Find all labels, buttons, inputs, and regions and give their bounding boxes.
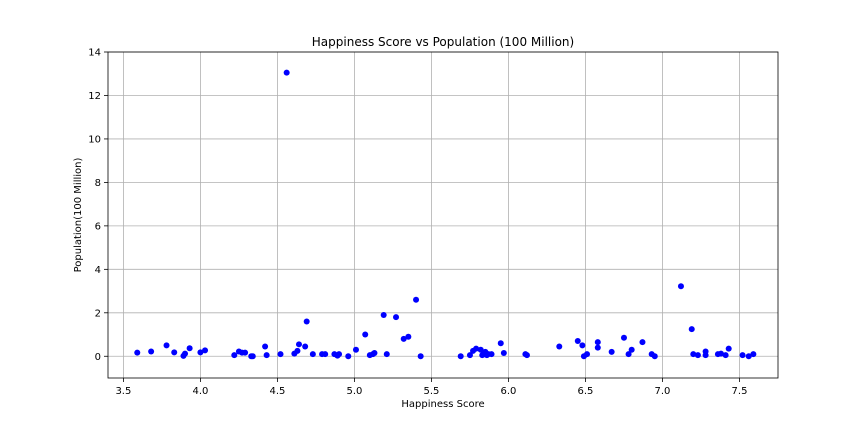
data-point: [639, 339, 646, 346]
data-point: [262, 343, 269, 350]
data-point: [625, 351, 632, 358]
y-tick-label: 10: [88, 134, 101, 145]
y-tick-label: 8: [95, 178, 101, 189]
data-point: [584, 351, 591, 358]
data-point: [488, 351, 495, 358]
data-point: [413, 296, 420, 303]
data-point: [295, 341, 302, 348]
data-point: [400, 335, 407, 342]
y-tick-label: 12: [88, 91, 101, 102]
data-point: [345, 353, 352, 360]
data-point: [380, 311, 387, 318]
data-point: [651, 353, 658, 360]
y-tick-label: 6: [95, 221, 101, 232]
data-point: [688, 326, 695, 333]
data-point: [722, 352, 729, 359]
data-point: [457, 353, 464, 360]
data-point: [197, 349, 204, 356]
data-point: [277, 351, 284, 358]
data-point: [556, 343, 563, 350]
data-point: [242, 349, 249, 356]
y-tick-label: 0: [95, 352, 101, 363]
data-point: [202, 347, 209, 354]
y-axis-ticks: 0 2 4 6 8 10 12 14: [88, 48, 108, 363]
data-point: [148, 348, 155, 355]
data-point: [677, 283, 684, 290]
data-point: [739, 352, 746, 359]
data-point: [302, 343, 309, 350]
data-point: [309, 351, 316, 358]
y-tick-label: 4: [95, 265, 101, 276]
data-point: [694, 352, 701, 359]
data-point: [473, 345, 480, 352]
data-point: [134, 349, 141, 356]
x-tick-label: 6.0: [501, 386, 517, 397]
data-point: [628, 346, 635, 353]
x-tick-label: 4.5: [269, 386, 285, 397]
x-tick-label: 3.5: [115, 386, 131, 397]
data-point: [249, 353, 256, 360]
data-point: [466, 352, 473, 359]
data-point: [750, 351, 757, 358]
data-point: [371, 350, 378, 357]
x-tick-label: 5.5: [423, 386, 439, 397]
data-point: [231, 352, 238, 359]
data-point: [500, 350, 507, 357]
data-point: [745, 353, 752, 360]
data-point: [163, 342, 170, 349]
data-point: [393, 314, 400, 321]
data-point: [283, 69, 290, 76]
data-point: [594, 344, 601, 351]
x-tick-label: 5.0: [346, 386, 362, 397]
data-point: [497, 340, 504, 347]
data-point: [620, 334, 627, 341]
data-point: [171, 349, 178, 356]
data-point: [690, 351, 697, 358]
plot-frame: [107, 51, 779, 379]
x-axis-ticks: 3.5 4.0 4.5 5.0 5.5 6.0 6.5 7.0 7.5: [115, 378, 747, 397]
data-point: [383, 351, 390, 358]
y-axis-label: Population(100 Million): [73, 158, 84, 273]
grid-lines: [108, 51, 778, 378]
x-axis-label: Happiness Score: [401, 399, 484, 410]
data-point: [352, 346, 359, 353]
data-point: [417, 353, 424, 360]
data-point: [523, 352, 530, 359]
data-point: [608, 348, 615, 355]
data-points: [134, 69, 757, 360]
data-point: [594, 339, 601, 346]
data-point: [294, 347, 301, 354]
y-tick-label: 14: [88, 48, 101, 59]
y-tick-label: 2: [95, 308, 101, 319]
data-point: [477, 346, 484, 353]
chart-title: Happiness Score vs Population (100 Milli…: [312, 35, 574, 49]
data-point: [574, 338, 581, 345]
data-point: [702, 348, 709, 355]
data-point: [725, 345, 732, 352]
x-tick-label: 4.0: [192, 386, 208, 397]
data-point: [362, 331, 369, 338]
data-point: [263, 352, 270, 359]
x-tick-label: 7.5: [732, 386, 748, 397]
x-tick-label: 6.5: [578, 386, 594, 397]
data-point: [718, 350, 725, 357]
data-point: [579, 342, 586, 349]
data-point: [322, 351, 329, 358]
data-point: [182, 350, 189, 357]
data-point: [336, 351, 343, 358]
data-point: [186, 345, 193, 352]
data-point: [303, 318, 310, 325]
x-tick-label: 7.0: [655, 386, 671, 397]
data-point: [405, 333, 412, 340]
